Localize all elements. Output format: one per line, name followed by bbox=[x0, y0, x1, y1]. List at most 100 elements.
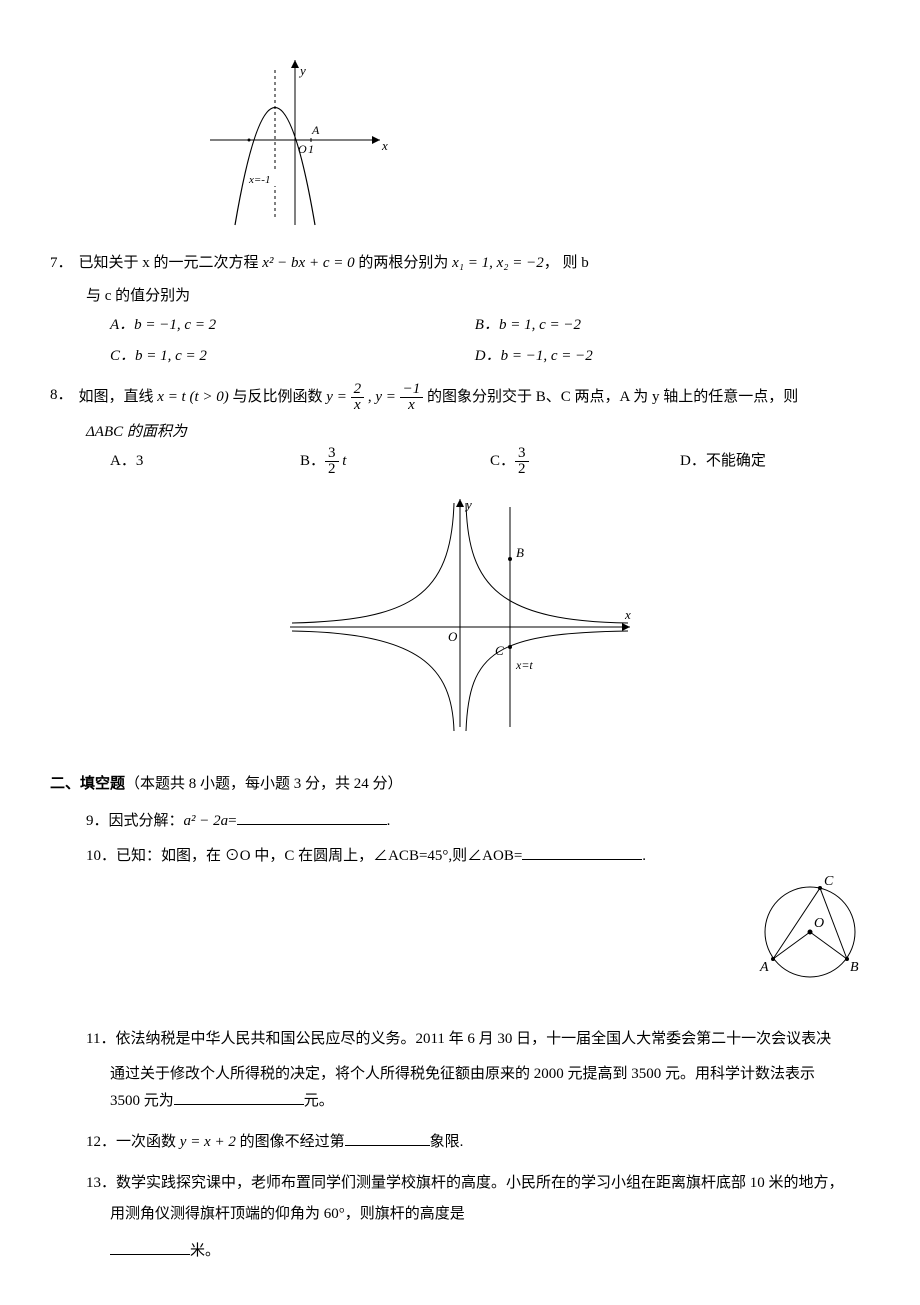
q9-text1: 因式分解： bbox=[109, 813, 184, 829]
q8-frac-a-num: 2 bbox=[351, 382, 365, 398]
q8-choice-a: A．3 bbox=[110, 448, 300, 475]
q9-eqsign: = bbox=[228, 813, 236, 829]
q8-choices: A．3 B． 3 2 t C． 3 2 D．不能确定 bbox=[50, 446, 870, 477]
q11-line3b: 元。 bbox=[304, 1093, 334, 1109]
figure-parabola: y x O A 1 x=-1 bbox=[50, 50, 870, 240]
q10-tail: . bbox=[642, 848, 646, 864]
svg-text:x: x bbox=[624, 607, 631, 622]
q7-choice-b: B．b = 1, c = −2 bbox=[475, 312, 840, 339]
q12-number: 12． bbox=[86, 1134, 116, 1150]
q10-blank bbox=[522, 844, 642, 860]
q8-b-den: 2 bbox=[325, 462, 339, 477]
q10-text1: 已知：如图，在 ⊙O 中，C 在圆周上，∠ACB=45°,则∠AOB= bbox=[116, 848, 522, 864]
q11-line3: 3500 元为 元。 bbox=[50, 1088, 870, 1115]
q13-line3: 米。 bbox=[190, 1243, 220, 1259]
q7-roots: x₁ = 1, x₂ = −2 bbox=[452, 255, 544, 271]
q8-choice-c: C． 3 2 bbox=[490, 446, 680, 477]
q8-frac-a-den: x bbox=[351, 398, 365, 413]
svg-text:C: C bbox=[824, 874, 834, 889]
q12-text1: 一次函数 bbox=[116, 1134, 180, 1150]
svg-text:A: A bbox=[759, 960, 769, 975]
q10-number: 10． bbox=[86, 848, 116, 864]
question-7: 7． 已知关于 x 的一元二次方程 x² − bx + c = 0 的两根分别为… bbox=[50, 250, 870, 277]
figure-hyperbola: y x O B C x=t bbox=[50, 487, 870, 747]
q8-b-pre: B． bbox=[300, 453, 325, 469]
q8-text1: 如图，直线 bbox=[79, 389, 158, 405]
q13-blank bbox=[110, 1239, 190, 1255]
q12-text3: 象限. bbox=[430, 1134, 464, 1150]
q7-choice-a: A．b = −1, c = 2 bbox=[110, 312, 475, 339]
parabola-svg: y x O A 1 x=-1 bbox=[200, 50, 400, 230]
svg-text:y: y bbox=[464, 497, 472, 512]
q9-number: 9． bbox=[86, 813, 109, 829]
q8-choice-d: D．不能确定 bbox=[680, 448, 870, 475]
question-9: 9．因式分解：a² − 2a=. bbox=[50, 808, 870, 835]
q8-b-post: t bbox=[339, 453, 347, 469]
question-10-wrap: 10．已知：如图，在 ⊙O 中，C 在圆周上，∠ACB=45°,则∠AOB=. … bbox=[50, 843, 870, 1018]
q8-eq-sep: , bbox=[364, 389, 375, 405]
q8-eq1: x = t (t > 0) bbox=[157, 389, 228, 405]
svg-text:x: x bbox=[381, 138, 388, 153]
q8-eq2a-pre: y = bbox=[326, 389, 350, 405]
q11-line1: 依法纳税是中华人民共和国公民应尽的义务。2011 年 6 月 30 日，十一届全… bbox=[115, 1031, 831, 1047]
question-11: 11．依法纳税是中华人民共和国公民应尽的义务。2011 年 6 月 30 日，十… bbox=[50, 1026, 870, 1053]
q8-eq2b-pre: y = bbox=[375, 389, 399, 405]
q11-number: 11． bbox=[86, 1031, 115, 1047]
q9-eq: a² − 2a bbox=[184, 813, 229, 829]
q8-text2: 与反比例函数 bbox=[229, 389, 327, 405]
q7-eq: x² − bx + c = 0 bbox=[262, 255, 354, 271]
q9-blank bbox=[237, 809, 387, 825]
q12-text2: 的图像不经过第 bbox=[236, 1134, 345, 1150]
hyperbola-svg: y x O B C x=t bbox=[270, 487, 650, 737]
section-2-heading: 二、填空题（本题共 8 小题，每小题 3 分，共 24 分） bbox=[50, 771, 870, 798]
figure-circle: C O A B bbox=[750, 867, 870, 1007]
section-2-title-bold: 二、填空题 bbox=[50, 776, 125, 792]
q7-line2: 与 c 的值分别为 bbox=[50, 283, 870, 310]
circle-svg: C O A B bbox=[750, 867, 870, 997]
q12-eq: y = x + 2 bbox=[180, 1134, 236, 1150]
q8-b-num: 3 bbox=[325, 446, 339, 462]
q11-blank bbox=[174, 1089, 304, 1105]
q11-line2: 通过关于修改个人所得税的决定，将个人所得税免征额由原来的 2000 元提高到 3… bbox=[50, 1061, 870, 1088]
svg-text:O: O bbox=[814, 916, 824, 931]
svg-text:B: B bbox=[516, 545, 524, 560]
svg-text:x=-1: x=-1 bbox=[248, 174, 270, 186]
q8-c-pre: C． bbox=[490, 453, 515, 469]
q8-text3: 的图象分别交于 B、C 两点，A 为 y 轴上的任意一点，则 bbox=[423, 389, 798, 405]
question-10: 10．已知：如图，在 ⊙O 中，C 在圆周上，∠ACB=45°,则∠AOB=. bbox=[50, 843, 870, 870]
q8-c-num: 3 bbox=[515, 446, 529, 462]
question-8: 8． 如图，直线 x = t (t > 0) 与反比例函数 y = 2 x , … bbox=[50, 382, 870, 413]
svg-text:C: C bbox=[495, 643, 504, 658]
svg-text:1: 1 bbox=[308, 142, 314, 156]
q7-choices: A．b = −1, c = 2 B．b = 1, c = −2 C．b = 1,… bbox=[50, 310, 870, 372]
q7-choice-d: D．b = −1, c = −2 bbox=[475, 343, 840, 370]
q8-frac-b-den: x bbox=[400, 398, 424, 413]
q7-body: 已知关于 x 的一元二次方程 x² − bx + c = 0 的两根分别为 x₁… bbox=[79, 250, 870, 277]
q8-number: 8． bbox=[50, 382, 73, 409]
question-13: 13．数学实践探究课中，老师布置同学们测量学校旗杆的高度。小民所在的学习小组在距… bbox=[50, 1170, 870, 1197]
svg-text:O: O bbox=[298, 142, 307, 156]
q8-line2: ΔABC 的面积为 bbox=[50, 419, 870, 446]
svg-text:A: A bbox=[311, 123, 320, 137]
q8-c-den: 2 bbox=[515, 462, 529, 477]
q13-number: 13． bbox=[86, 1175, 116, 1191]
svg-text:x=t: x=t bbox=[515, 658, 533, 672]
section-2-title-rest: （本题共 8 小题，每小题 3 分，共 24 分） bbox=[125, 776, 403, 792]
q7-choice-c: C．b = 1, c = 2 bbox=[110, 343, 475, 370]
q12-blank bbox=[345, 1130, 430, 1146]
q13-line2: 用测角仪测得旗杆顶端的仰角为 60°，则旗杆的高度是 bbox=[50, 1201, 870, 1228]
q9-tail: . bbox=[387, 813, 391, 829]
q8-body: 如图，直线 x = t (t > 0) 与反比例函数 y = 2 x , y =… bbox=[79, 382, 870, 413]
q7-text3: ， 则 b bbox=[544, 255, 589, 271]
svg-text:B: B bbox=[850, 960, 859, 975]
svg-text:y: y bbox=[298, 63, 306, 78]
q7-text1: 已知关于 x 的一元二次方程 bbox=[79, 255, 263, 271]
q7-text2: 的两根分别为 bbox=[355, 255, 453, 271]
q11-line3a: 3500 元为 bbox=[110, 1093, 174, 1109]
question-12: 12．一次函数 y = x + 2 的图像不经过第 象限. bbox=[50, 1129, 870, 1156]
q7-number: 7． bbox=[50, 250, 73, 277]
q8-choice-b: B． 3 2 t bbox=[300, 446, 490, 477]
q8-frac-b-num: −1 bbox=[400, 382, 424, 398]
q13-line3-wrap: 米。 bbox=[50, 1238, 870, 1265]
q13-line1: 数学实践探究课中，老师布置同学们测量学校旗杆的高度。小民所在的学习小组在距离旗杆… bbox=[116, 1175, 844, 1191]
